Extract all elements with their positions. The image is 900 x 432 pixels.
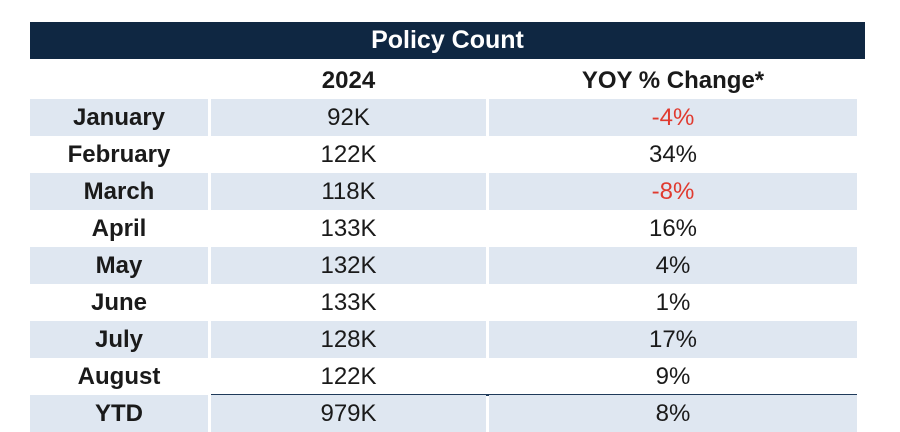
policy-count-value: 133K — [320, 288, 377, 316]
ytd-row: YTD 979K 8% — [30, 395, 865, 432]
table-row: April 133K 16% — [30, 210, 865, 247]
policy-count-value: 122K — [320, 362, 377, 390]
yoy-change-value: 17% — [489, 321, 857, 358]
yoy-change-value: -4% — [489, 99, 857, 136]
ytd-policy-count: 979K — [211, 395, 486, 432]
yoy-change-value: 1% — [655, 288, 691, 316]
month-label: February — [67, 140, 171, 168]
table-row: June 133K 1% — [30, 284, 865, 321]
policy-count-value: 133K — [320, 214, 377, 242]
yoy-change-value: 34% — [648, 140, 698, 168]
table-row: February 122K 34% — [30, 136, 865, 173]
ytd-yoy-change: 8% — [489, 395, 857, 432]
policy-count-value: 122K — [320, 140, 377, 168]
column-header-yoy: YOY % Change* — [581, 66, 765, 94]
month-label: August — [77, 362, 161, 390]
policy-count-value: 128K — [211, 321, 486, 358]
policy-count-value: 132K — [211, 247, 486, 284]
table-row: March 118K -8% — [30, 173, 865, 210]
month-label: June — [90, 288, 147, 316]
month-label: May — [30, 247, 208, 284]
yoy-change-value: 4% — [489, 247, 857, 284]
ytd-label: YTD — [30, 395, 208, 432]
table-row: August 122K 9% — [30, 358, 865, 395]
month-label: March — [30, 173, 208, 210]
yoy-change-value: -8% — [489, 173, 857, 210]
month-label: April — [91, 214, 147, 242]
table-row: July 128K 17% — [30, 321, 865, 358]
policy-count-value: 118K — [211, 173, 486, 210]
column-header-2024: 2024 — [321, 66, 376, 94]
ytd-divider — [211, 394, 857, 396]
table-row: May 132K 4% — [30, 247, 865, 284]
column-header-row: 2024 YOY % Change* — [30, 62, 865, 99]
month-label: January — [30, 99, 208, 136]
yoy-change-value: 16% — [648, 214, 698, 242]
table-row: January 92K -4% — [30, 99, 865, 136]
table-title: Policy Count — [30, 22, 865, 59]
policy-count-value: 92K — [211, 99, 486, 136]
column-header-month — [30, 62, 208, 99]
month-label: July — [30, 321, 208, 358]
yoy-change-value: 9% — [655, 362, 691, 390]
